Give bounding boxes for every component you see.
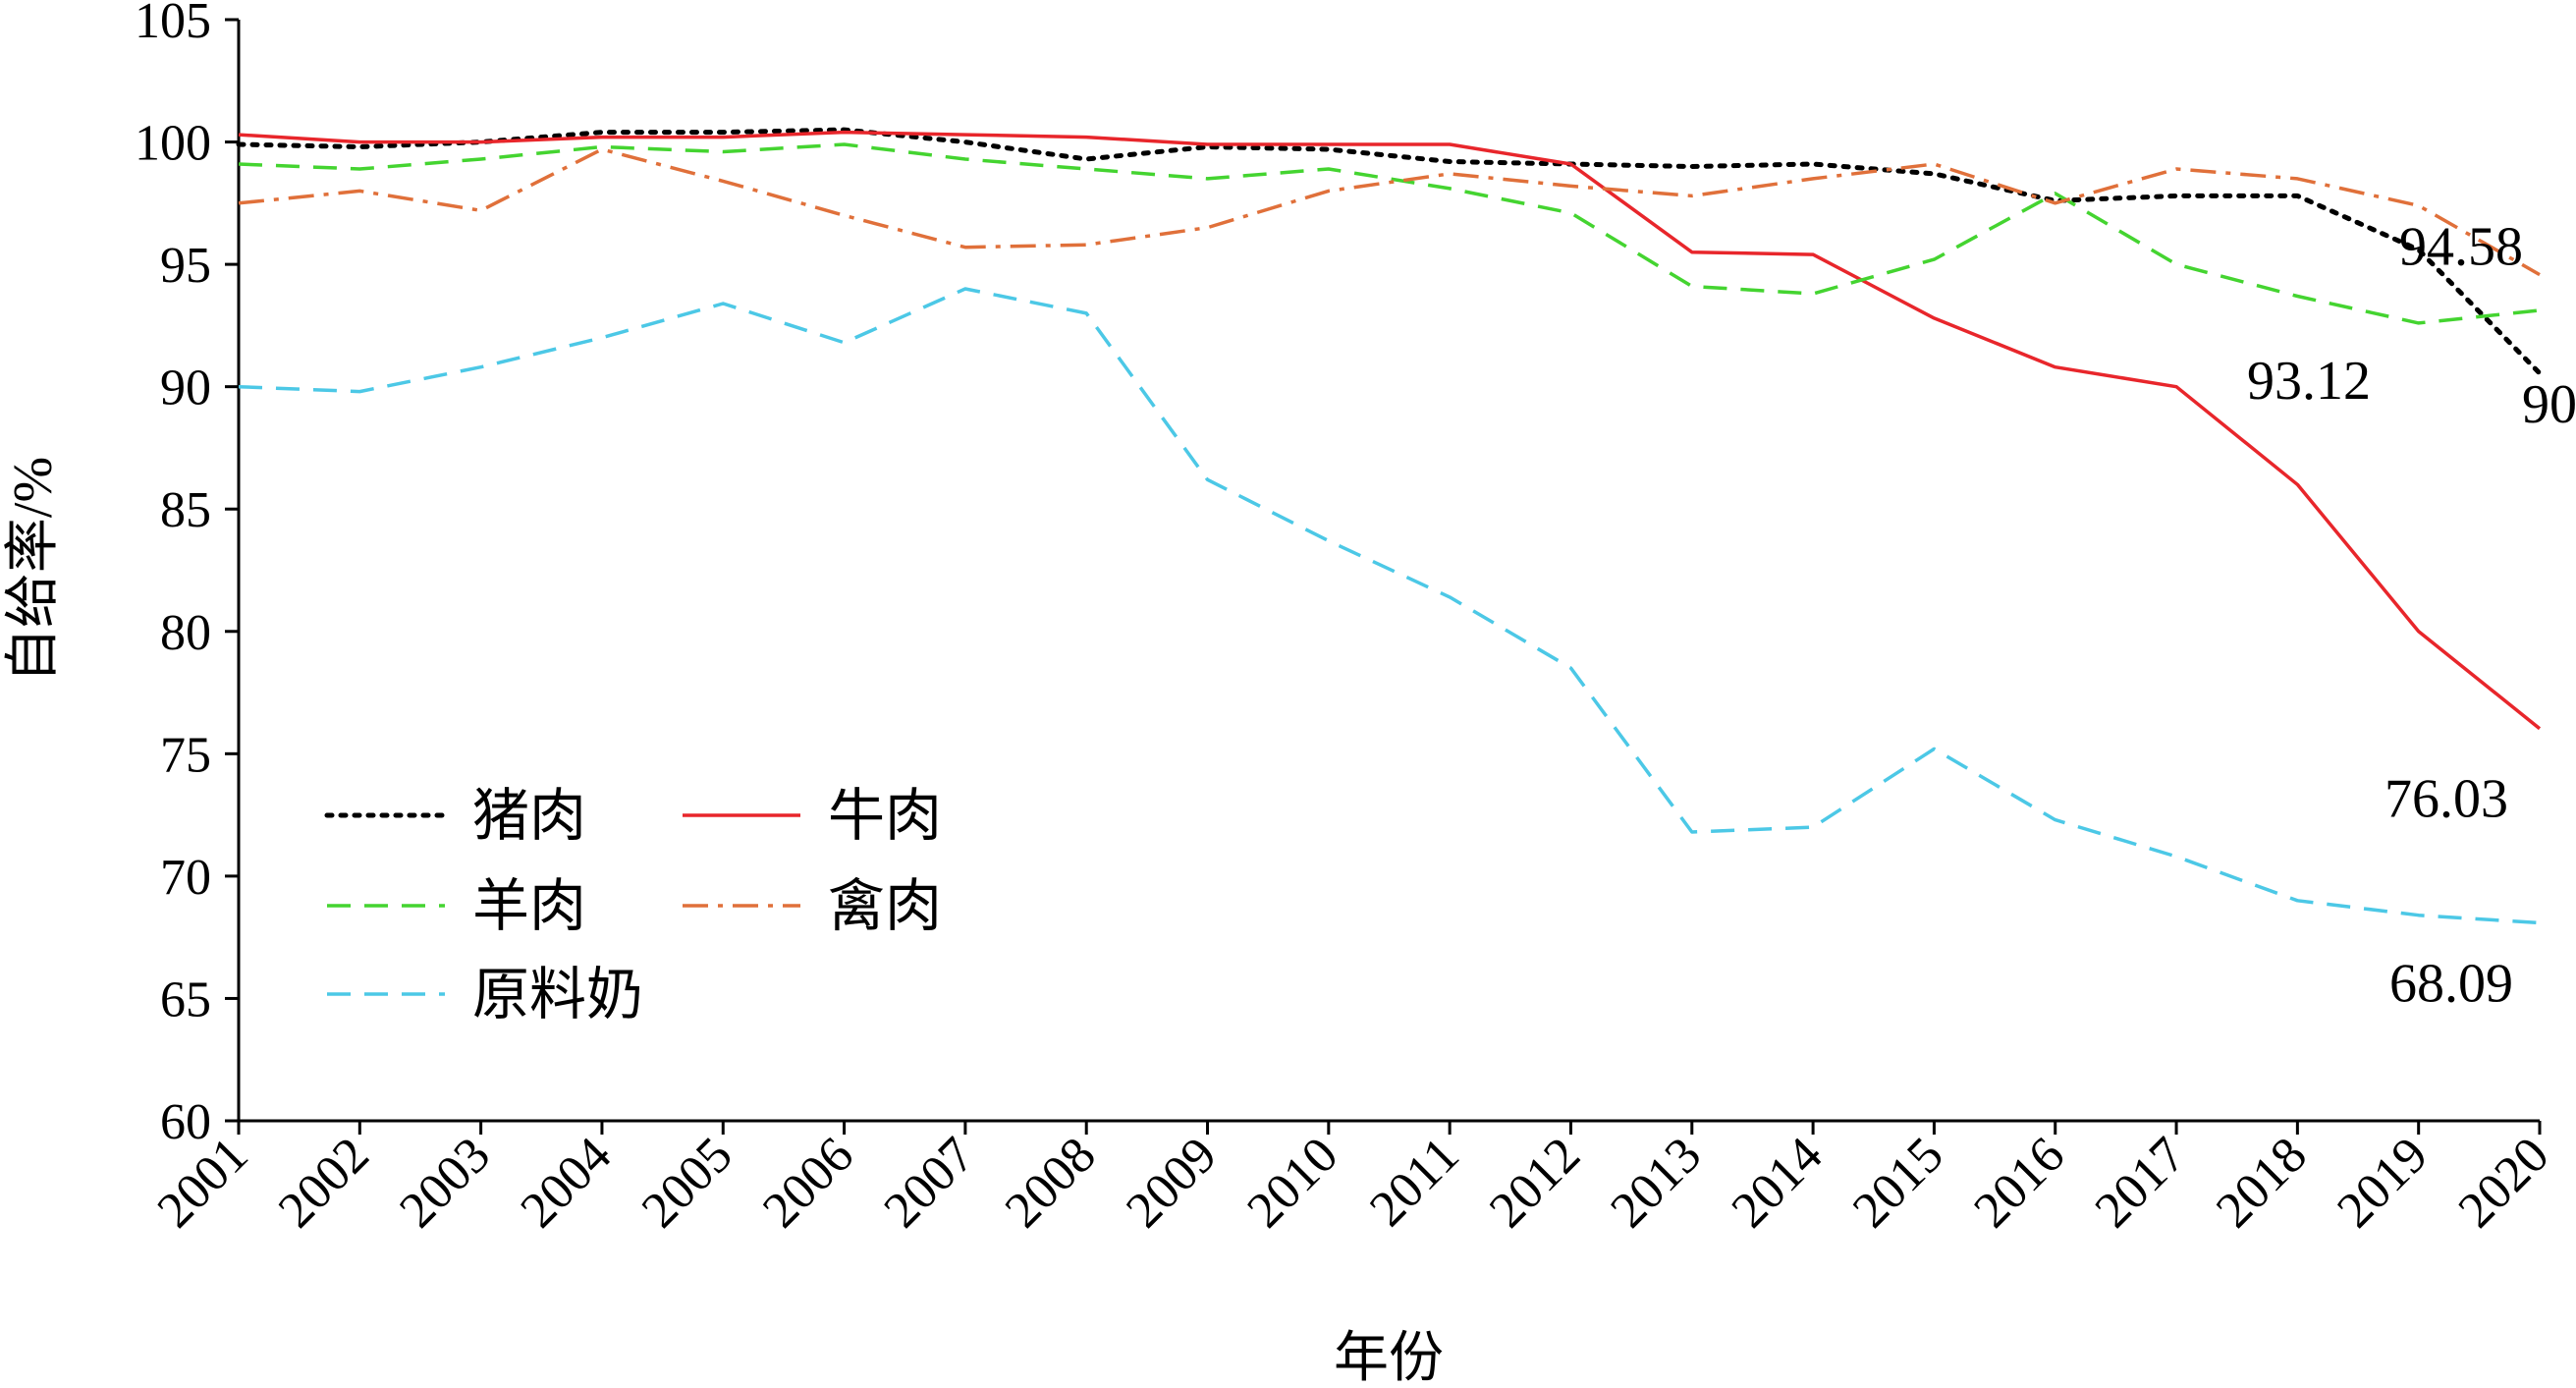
x-tick-label: 2013 [1600,1127,1712,1239]
legend-label: 羊肉 [472,874,586,938]
x-tick-label: 2014 [1722,1127,1834,1239]
x-tick-label: 2003 [389,1127,501,1239]
x-tick-label: 2018 [2206,1127,2318,1239]
x-tick-label: 2019 [2327,1127,2439,1239]
series-line-4 [238,287,2541,925]
y-tick-label: 75 [160,727,211,783]
x-tick-label: 2007 [874,1127,986,1239]
y-axis-ticks: 60 65 70 75 80 85 90 95 100 105 [135,0,239,1150]
end-value-label: 76.03 [2384,769,2508,830]
y-tick-label: 60 [160,1094,211,1150]
legend-label: 牛肉 [828,784,942,848]
x-tick-label: 2005 [631,1127,743,1239]
end-value-label: 94.58 [2399,217,2523,278]
x-axis-title: 年份 [1334,1328,1444,1388]
x-tick-label: 2017 [2085,1127,2197,1239]
x-tick-label: 2011 [1359,1127,1469,1237]
series-line-0 [236,127,2543,376]
y-tick-label: 85 [160,482,211,538]
x-tick-label: 2002 [268,1127,380,1239]
x-tick-label: 2006 [752,1127,864,1239]
legend-label: 猪肉 [472,784,586,848]
y-tick-label: 90 [160,361,211,416]
y-tick-label: 65 [160,972,211,1027]
y-tick-label: 105 [135,0,211,49]
series-line-1 [238,130,2542,731]
x-tick-label: 2020 [2448,1127,2560,1239]
annotation-layer: 94.58 93.12 90.55 76.03 68.09 [2247,217,2576,1015]
end-value-label: 90.55 [2522,374,2576,435]
y-tick-label: 80 [160,605,211,661]
x-tick-label: 2015 [1842,1127,1954,1239]
x-tick-label: 2012 [1479,1127,1591,1239]
y-tick-label: 100 [135,116,211,172]
end-value-label: 68.09 [2389,953,2513,1014]
x-tick-label: 2016 [1963,1127,2075,1239]
legend-label: 禽肉 [828,874,942,938]
x-tick-label: 2004 [511,1127,623,1239]
y-tick-label: 95 [160,238,211,294]
x-axis-ticks: 2001 2002 2003 2004 2005 2006 2007 2008 2009 2010… [147,1121,2560,1239]
legend-label: 原料奶 [472,963,643,1027]
x-tick-label: 2008 [995,1127,1107,1239]
x-tick-label: 2009 [1116,1127,1228,1239]
plot-area: 60 65 70 75 80 85 90 95 100 105 2001 2002 2003 2004 2… [135,0,2576,1239]
series-layer [236,127,2543,925]
y-tick-label: 70 [160,850,211,906]
series-line-2 [238,142,2541,325]
x-tick-label: 2010 [1236,1127,1348,1239]
end-value-label: 93.12 [2247,351,2371,412]
series-line-3 [238,147,2541,277]
y-axis-title: 自给率/% [3,457,64,683]
